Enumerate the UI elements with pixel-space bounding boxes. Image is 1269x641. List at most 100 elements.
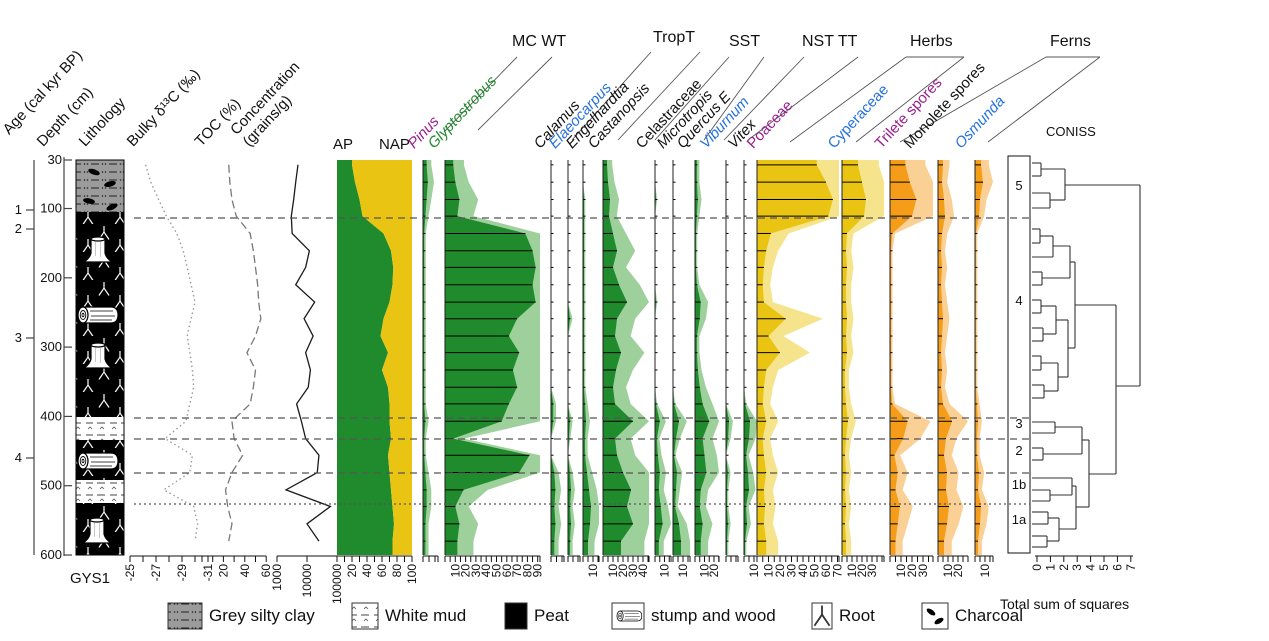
lith-white_mud	[76, 480, 124, 503]
group-connector-line	[987, 56, 1101, 143]
tick-label-conc: 10000	[300, 564, 314, 598]
tick-label: 50	[490, 564, 504, 578]
taxon-area-exaggerated	[583, 160, 599, 555]
charcoal-blob-icon	[106, 203, 118, 211]
tick-label-apnap: 20	[345, 564, 359, 578]
lith-white_mud	[76, 417, 124, 440]
group-label-tropt: TropT	[653, 29, 696, 46]
taxon-area-exaggerated	[423, 160, 435, 555]
taxon-area	[445, 160, 536, 555]
tick-label: 10	[658, 564, 672, 578]
group-connector-line	[855, 56, 965, 143]
taxon-area-exaggerated	[938, 160, 968, 555]
tick-label: 60	[819, 564, 833, 578]
curve-d13c	[144, 164, 199, 542]
tick-label-apnap: 60	[375, 564, 389, 578]
tick-label-d13c: -31	[201, 564, 215, 582]
tick-label: 10	[894, 564, 908, 578]
lith-grey_silty_clay	[76, 160, 124, 212]
age-tick-label: 4	[15, 450, 22, 465]
tick-label: 30	[916, 564, 930, 578]
tick-label: 10	[448, 564, 462, 578]
wood-log-icon	[77, 452, 119, 470]
legend-label-peat: Peat	[534, 606, 569, 625]
group-connector-line	[477, 56, 553, 131]
zone-label: 2	[1015, 443, 1022, 458]
charcoal-blob-icon	[88, 168, 100, 176]
tick-label-toc: 40	[238, 564, 252, 578]
tick-label: 20	[707, 564, 721, 578]
legend-swatch-white_mud	[351, 602, 379, 630]
tick-label: 90	[531, 564, 545, 578]
group-connector-line	[443, 56, 518, 133]
coniss-axis-title: Total sum of squares	[1000, 596, 1130, 612]
stump-icon	[82, 236, 114, 263]
group-label-sst: SST	[729, 33, 761, 50]
legend-swatch-grey_silty_clay	[167, 602, 203, 630]
taxon-area	[938, 160, 952, 555]
tick-label: 10	[698, 564, 712, 578]
depth-tick-label: 300	[40, 339, 62, 354]
tick-label-d13c: -29	[175, 564, 189, 582]
wood-log-icon	[616, 610, 643, 622]
wood-log-icon	[77, 306, 119, 324]
coniss-tick-label: 7	[1124, 564, 1138, 571]
taxon-area-exaggerated	[757, 160, 839, 555]
coniss-tick-label: 1	[1043, 564, 1057, 571]
taxon-area-exaggerated	[744, 160, 757, 555]
taxon-area	[975, 160, 983, 555]
curve-conc	[284, 164, 332, 542]
taxon-area	[583, 160, 591, 555]
tick-label: 10	[978, 564, 992, 578]
zone-label: 3	[1015, 416, 1022, 431]
tick-label-toc: 20	[216, 564, 230, 578]
age-tick-label: 2	[15, 221, 22, 236]
tick-label: 10	[676, 564, 690, 578]
group-connector-line	[789, 56, 907, 143]
group-connector-line	[703, 56, 765, 141]
ap-area	[337, 160, 394, 555]
tick-label-apnap: 80	[390, 564, 404, 578]
legend-label-root: Root	[839, 606, 875, 625]
nap-column-label: NAP	[379, 136, 410, 153]
tick-label: 20	[951, 564, 965, 578]
coniss-tick-label: 6	[1110, 564, 1124, 571]
tick-label: 30	[626, 564, 640, 578]
legend-label-stump_wood: stump and wood	[651, 606, 776, 625]
tick-label: 40	[479, 564, 493, 578]
taxon-area	[673, 160, 681, 555]
tick-label-toc: 60	[259, 564, 273, 578]
group-connector-line	[617, 51, 701, 141]
ap-column-label: AP	[333, 136, 354, 153]
group-label-nst-tt: NST TT	[802, 33, 858, 50]
legend-label-white_mud: White mud	[385, 606, 467, 625]
tick-label: 80	[520, 564, 534, 578]
taxon-area-exaggerated	[726, 160, 733, 555]
depth-tick-label: 200	[40, 270, 62, 285]
depth-tick-label: 500	[40, 478, 62, 493]
coniss-label: CONISS	[1046, 124, 1096, 139]
depth-tick-label: 600	[40, 547, 62, 562]
taxon-area	[655, 160, 663, 555]
taxon-area	[551, 160, 556, 555]
tick-label: 10	[747, 564, 761, 578]
tick-label-conc: 100000	[330, 564, 344, 604]
taxon-area	[695, 160, 710, 555]
tick-label: 40	[636, 564, 650, 578]
tick-label: 20	[459, 564, 473, 578]
charcoal-blob-icon	[83, 198, 95, 204]
taxon-area	[423, 160, 428, 555]
group-connector-line	[899, 56, 1047, 143]
legend-label-charcoal: Charcoal	[955, 606, 1024, 625]
stump-icon	[82, 342, 114, 369]
coniss-tick-label: 0	[1030, 564, 1044, 571]
group-label-herbs: Herbs	[910, 33, 953, 50]
lithology-column	[75, 159, 125, 556]
nap-area	[352, 160, 412, 555]
zone-box	[1007, 155, 1031, 554]
tick-label: 20	[616, 564, 630, 578]
taxon-area-exaggerated	[975, 160, 993, 555]
tick-label: 30	[865, 564, 879, 578]
curve-toc	[224, 164, 262, 542]
